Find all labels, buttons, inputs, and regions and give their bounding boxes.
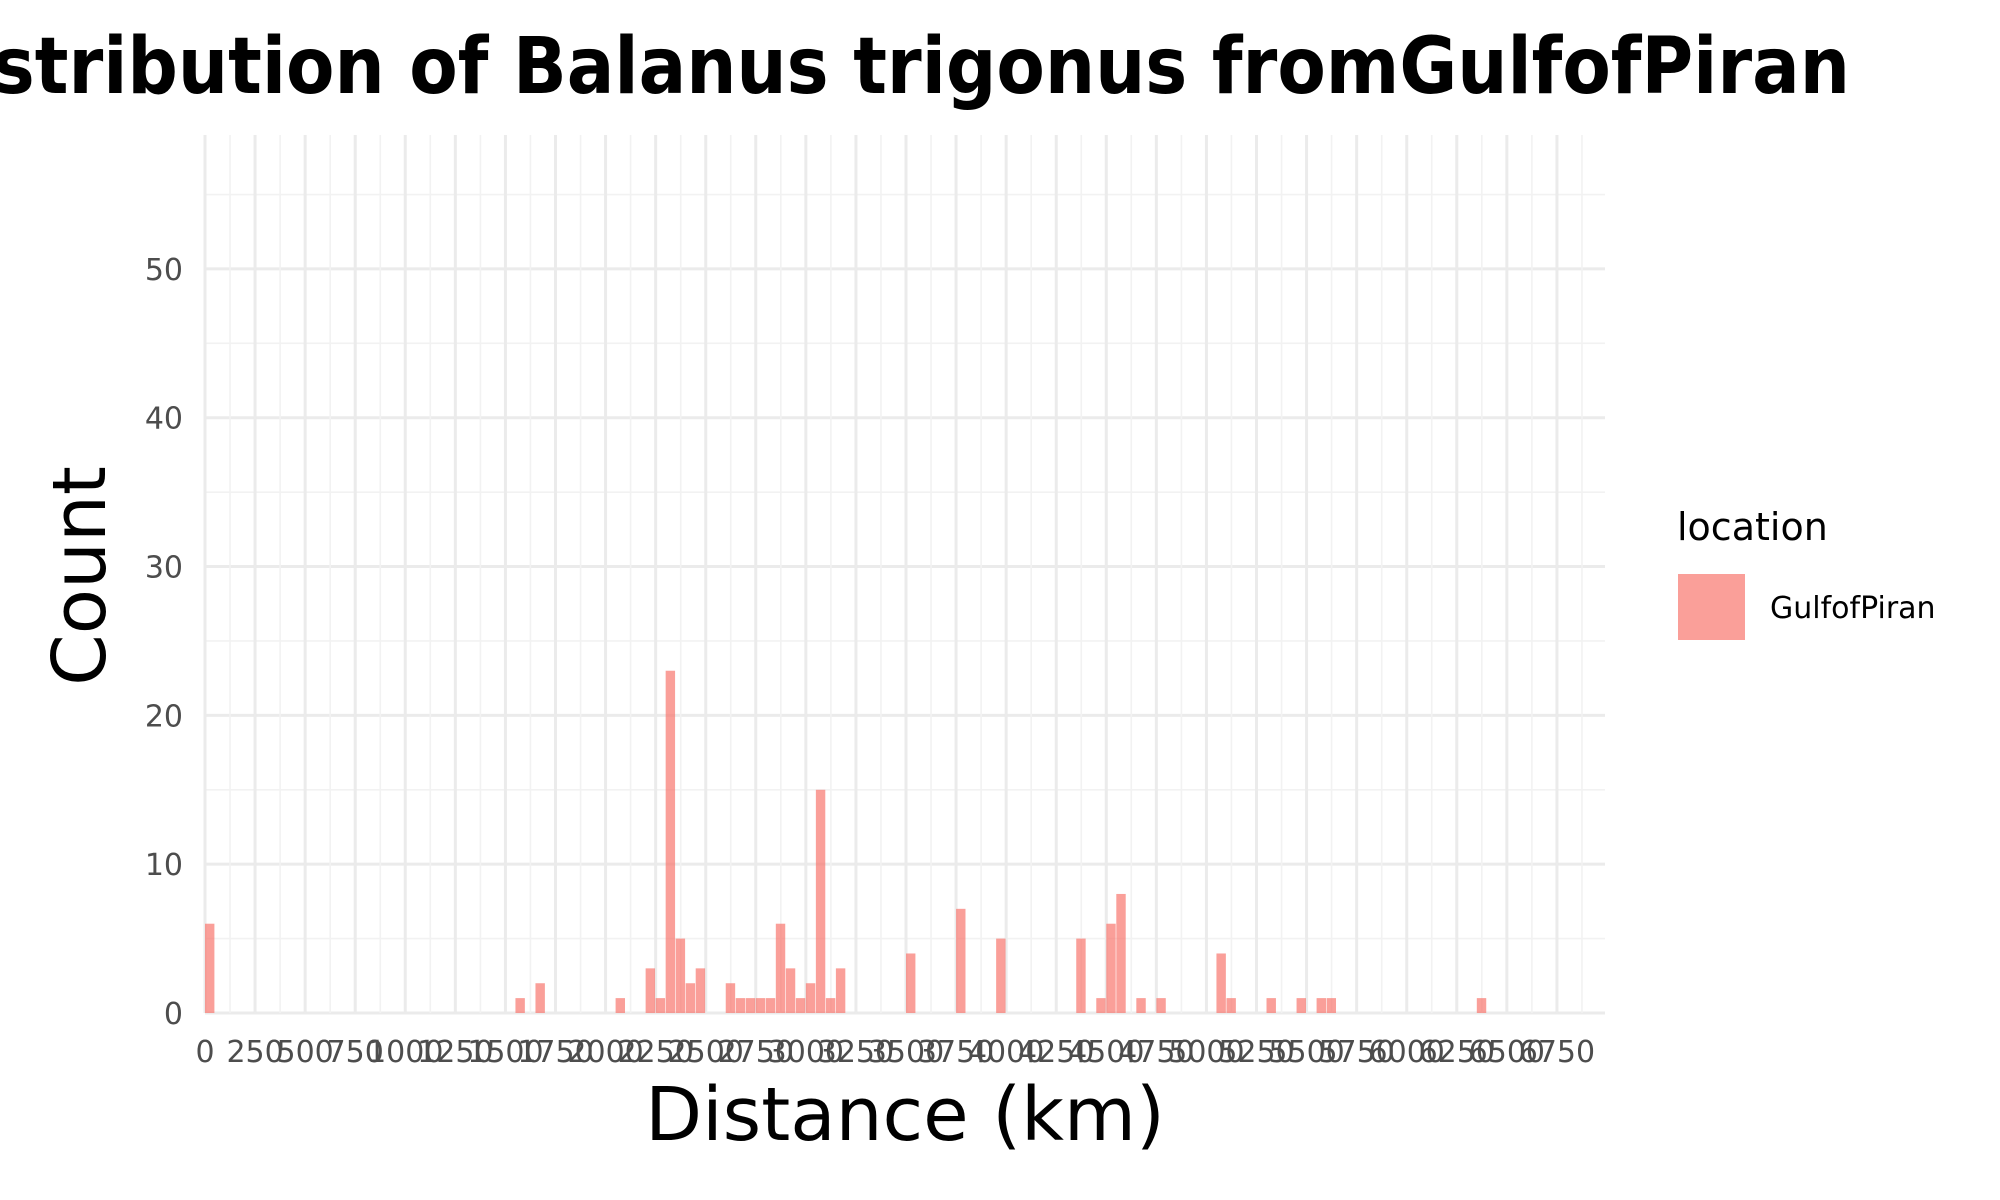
- histogram-bar: [205, 923, 215, 1013]
- y-tick-label: 30: [145, 551, 183, 586]
- x-tick-label: 750: [327, 1035, 384, 1070]
- x-tick-label: 6000: [1369, 1035, 1445, 1070]
- histogram-bar: [745, 998, 756, 1013]
- histogram-bar: [675, 938, 686, 1013]
- x-tick-label: 1000: [367, 1035, 443, 1070]
- x-tick-labels: 0 250500750100012501500175020002250250027…: [195, 1035, 1595, 1070]
- histogram-bar: [665, 670, 676, 1013]
- x-tick-label: 1750: [517, 1035, 593, 1070]
- x-tick-label: 2750: [718, 1035, 794, 1070]
- x-tick-label: 3500: [868, 1035, 944, 1070]
- x-tick-label: 6250: [1419, 1035, 1495, 1070]
- x-tick-label: 1500: [467, 1035, 543, 1070]
- histogram-bar: [1326, 998, 1337, 1013]
- histogram-bar: [1476, 998, 1487, 1013]
- y-axis-title: Count: [37, 466, 123, 686]
- x-tick-label: 0: [195, 1035, 214, 1070]
- histogram-bar: [1266, 998, 1276, 1013]
- x-tick-label: 5250: [1218, 1035, 1294, 1070]
- y-tick-label: 50: [145, 253, 183, 288]
- x-tick-label: 5500: [1268, 1035, 1344, 1070]
- x-tick-label: 6500: [1469, 1035, 1545, 1070]
- histogram-bar: [1076, 938, 1086, 1013]
- y-tick-label: 20: [145, 699, 183, 734]
- y-tick-label: 40: [145, 402, 183, 437]
- histogram-bar: [755, 998, 766, 1013]
- x-axis-title: Distance (km): [645, 1072, 1165, 1158]
- histogram-bar: [645, 968, 656, 1013]
- grid: [203, 135, 1605, 1015]
- histogram-bar: [1116, 893, 1126, 1013]
- histogram-bar: [775, 923, 786, 1013]
- histogram-bar: [1156, 998, 1166, 1013]
- histogram-bar: [1226, 998, 1236, 1013]
- bars: [205, 670, 1487, 1013]
- histogram-bar: [805, 983, 816, 1013]
- x-tick-label: 4750: [1118, 1035, 1194, 1070]
- x-tick-label: 5000: [1168, 1035, 1244, 1070]
- x-tick-label: 6750: [1519, 1035, 1595, 1070]
- x-tick-label: 4250: [1018, 1035, 1094, 1070]
- legend-title: location: [1677, 505, 1828, 549]
- x-tick-label: 3000: [768, 1035, 844, 1070]
- histogram-bar: [825, 998, 836, 1013]
- histogram-bar: [765, 998, 776, 1013]
- y-tick-label: 0: [164, 997, 183, 1032]
- histogram-bar: [1106, 923, 1116, 1013]
- x-tick-label: 4500: [1068, 1035, 1144, 1070]
- histogram-bar: [535, 983, 545, 1013]
- x-tick-label: 4000: [968, 1035, 1044, 1070]
- histogram-bar: [956, 908, 966, 1013]
- histogram-bar: [835, 968, 846, 1013]
- legend: location GulfofPiran: [1677, 505, 1936, 640]
- histogram-bar: [785, 968, 796, 1013]
- legend-swatch: [1678, 574, 1745, 640]
- histogram-bar: [695, 968, 706, 1013]
- histogram-bar: [725, 983, 736, 1013]
- chart-title: Distribution of Balanus trigonus fromGul…: [0, 22, 1850, 112]
- histogram-bar: [815, 789, 826, 1013]
- histogram-bar: [655, 998, 666, 1013]
- x-tick-label: 2000: [567, 1035, 643, 1070]
- histogram-bar: [735, 998, 746, 1013]
- histogram-bar: [515, 998, 525, 1013]
- x-tick-label: 5750: [1318, 1035, 1394, 1070]
- histogram-bar: [615, 998, 626, 1013]
- x-tick-label: 2250: [617, 1035, 693, 1070]
- histogram-bar: [1316, 998, 1327, 1013]
- histogram-bar: [1096, 998, 1106, 1013]
- histogram-bar: [1296, 998, 1306, 1013]
- histogram-bar: [685, 983, 696, 1013]
- x-tick-label: 1250: [417, 1035, 493, 1070]
- histogram-bar: [996, 938, 1006, 1013]
- x-tick-label: 3250: [818, 1035, 894, 1070]
- y-tick-labels: 0 10 20 30 40 50: [145, 253, 183, 1032]
- histogram-bar: [1136, 998, 1146, 1013]
- x-tick-label: 3750: [918, 1035, 994, 1070]
- x-tick-label: 2500: [668, 1035, 744, 1070]
- x-tick-label: 250: [226, 1035, 283, 1070]
- y-tick-label: 10: [145, 848, 183, 883]
- legend-label: GulfofPiran: [1770, 591, 1936, 626]
- histogram-bar: [795, 998, 806, 1013]
- histogram-bar: [906, 953, 916, 1013]
- x-tick-label: 500: [277, 1035, 334, 1070]
- histogram-bar: [1216, 953, 1226, 1013]
